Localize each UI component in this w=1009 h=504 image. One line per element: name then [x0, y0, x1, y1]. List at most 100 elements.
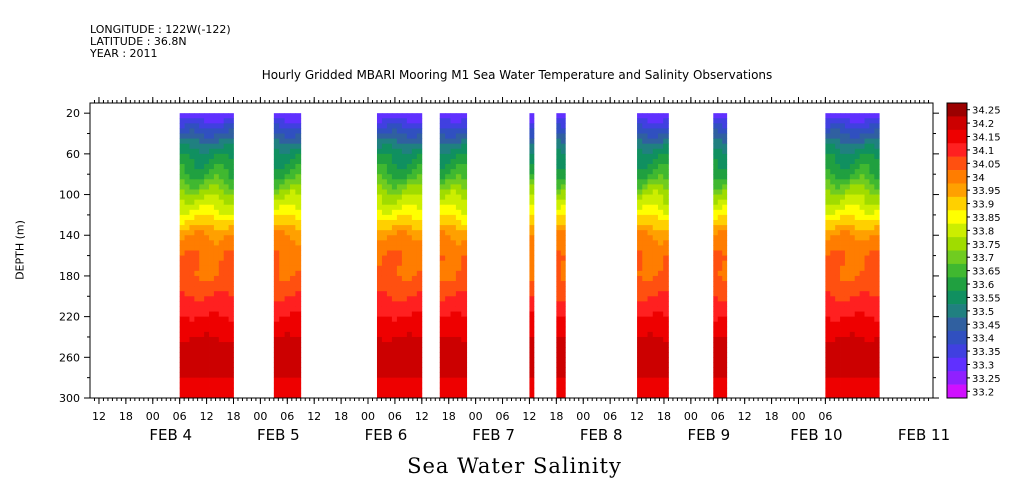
- salinity-cell: [279, 133, 286, 140]
- salinity-cell: [874, 301, 880, 307]
- salinity-cell: [279, 225, 286, 231]
- salinity-cell: [228, 250, 234, 256]
- salinity-cell: [204, 296, 210, 302]
- salinity-cell: [859, 113, 865, 119]
- salinity-cell: [391, 301, 398, 307]
- salinity-cell: [411, 158, 418, 165]
- salinity-cell: [825, 296, 831, 302]
- salinity-cell: [199, 240, 205, 246]
- salinity-cell: [556, 367, 562, 373]
- salinity-cell: [439, 321, 446, 328]
- salinity-cell: [642, 230, 648, 236]
- salinity-cell: [213, 306, 220, 312]
- salinity-cell: [844, 372, 851, 379]
- salinity-cell: [411, 377, 418, 384]
- salinity-cell: [529, 367, 535, 373]
- salinity-cell: [835, 214, 841, 221]
- salinity-cell: [825, 245, 831, 251]
- salinity-cell: [450, 286, 457, 292]
- salinity-cell: [218, 291, 225, 297]
- salinity-cell: [445, 194, 451, 201]
- salinity-cell: [663, 377, 669, 384]
- salinity-cell: [199, 123, 205, 129]
- salinity-cell: [830, 235, 836, 241]
- salinity-cell: [199, 352, 205, 358]
- salinity-cell: [406, 265, 413, 272]
- salinity-cell: [450, 352, 457, 358]
- salinity-cell: [825, 123, 831, 129]
- salinity-cell: [869, 362, 875, 368]
- salinity-cell: [849, 326, 856, 333]
- salinity-cell: [717, 179, 723, 185]
- salinity-cell: [461, 169, 468, 175]
- salinity-cell: [223, 209, 229, 216]
- salinity-cell: [295, 230, 302, 236]
- salinity-cell: [416, 230, 423, 236]
- salinity-cell: [647, 296, 654, 302]
- salinity-cell: [273, 133, 280, 140]
- salinity-cell: [213, 204, 220, 211]
- salinity-cell: [218, 153, 225, 160]
- salinity-cell: [874, 153, 880, 160]
- salinity-cell: [450, 250, 457, 256]
- colorbar-label: 33.9: [972, 200, 994, 211]
- salinity-cell: [830, 291, 836, 297]
- salinity-cell: [869, 357, 875, 363]
- salinity-cell: [199, 392, 205, 399]
- salinity-cell: [869, 138, 875, 145]
- salinity-cell: [194, 291, 200, 297]
- salinity-cell: [717, 306, 723, 312]
- salinity-cell: [273, 230, 280, 236]
- salinity-cell: [874, 306, 880, 312]
- salinity-cell: [663, 306, 669, 312]
- salinity-cell: [854, 316, 861, 323]
- salinity-cell: [439, 123, 446, 129]
- salinity-cell: [411, 225, 418, 231]
- salinity-cell: [204, 306, 210, 312]
- salinity-cell: [450, 372, 457, 379]
- salinity-cell: [859, 275, 865, 282]
- colorbar-swatch: [947, 196, 967, 211]
- salinity-cell: [657, 230, 664, 236]
- salinity-cell: [184, 392, 190, 399]
- salinity-cell: [223, 194, 229, 201]
- salinity-cell: [663, 387, 669, 394]
- salinity-cell: [825, 113, 831, 119]
- salinity-cell: [529, 179, 535, 185]
- salinity-cell: [223, 306, 229, 312]
- salinity-cell: [844, 326, 851, 333]
- salinity-cell: [859, 225, 865, 231]
- salinity-cell: [439, 138, 446, 145]
- salinity-cell: [556, 326, 562, 333]
- salinity-cell: [637, 357, 643, 363]
- salinity-cell: [189, 306, 195, 312]
- salinity-cell: [401, 265, 408, 272]
- salinity-cell: [461, 250, 468, 256]
- salinity-cell: [713, 143, 719, 150]
- salinity-cell: [657, 331, 664, 338]
- salinity-cell: [445, 347, 451, 353]
- salinity-cell: [869, 367, 875, 373]
- salinity-cell: [717, 326, 723, 333]
- salinity-cell: [844, 357, 851, 363]
- salinity-cell: [401, 387, 408, 394]
- salinity-cell: [830, 275, 836, 282]
- salinity-cell: [864, 204, 870, 211]
- salinity-cell: [647, 138, 654, 145]
- salinity-cell: [194, 331, 200, 338]
- salinity-cell: [445, 377, 451, 384]
- salinity-cell: [289, 174, 296, 180]
- salinity-cell: [835, 169, 841, 175]
- salinity-cell: [529, 158, 535, 165]
- salinity-cell: [213, 352, 220, 358]
- salinity-cell: [825, 311, 831, 318]
- salinity-cell: [376, 331, 383, 338]
- salinity-cell: [396, 204, 403, 211]
- salinity-cell: [663, 240, 669, 246]
- salinity-cell: [647, 336, 654, 343]
- salinity-cell: [179, 128, 185, 134]
- salinity-cell: [273, 209, 280, 216]
- salinity-cell: [376, 321, 383, 328]
- salinity-cell: [652, 306, 659, 312]
- salinity-cell: [273, 179, 280, 185]
